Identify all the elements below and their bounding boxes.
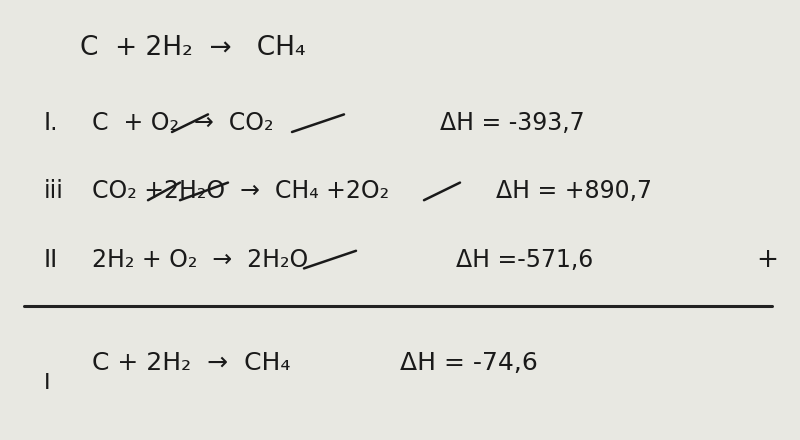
Text: ΔH = +890,7: ΔH = +890,7 — [496, 180, 652, 203]
Text: +: + — [756, 246, 778, 273]
Text: ΔH =-571,6: ΔH =-571,6 — [456, 248, 594, 271]
Text: II: II — [44, 248, 58, 271]
Text: iii: iii — [44, 180, 64, 203]
Text: 2H₂ + O₂  →  2H₂O: 2H₂ + O₂ → 2H₂O — [92, 248, 308, 271]
Text: C  + 2H₂  →   CH₄: C + 2H₂ → CH₄ — [80, 35, 306, 62]
Text: ΔH = -74,6: ΔH = -74,6 — [400, 351, 538, 375]
Text: ΔH = -393,7: ΔH = -393,7 — [440, 111, 585, 135]
Text: C  + O₂  →  CO₂: C + O₂ → CO₂ — [92, 111, 274, 135]
Text: C + 2H₂  →  CH₄: C + 2H₂ → CH₄ — [92, 351, 290, 375]
Text: I: I — [44, 373, 50, 393]
Text: I.: I. — [44, 111, 58, 135]
Text: CO₂ +2H₂O  →  CH₄ +2O₂: CO₂ +2H₂O → CH₄ +2O₂ — [92, 180, 389, 203]
